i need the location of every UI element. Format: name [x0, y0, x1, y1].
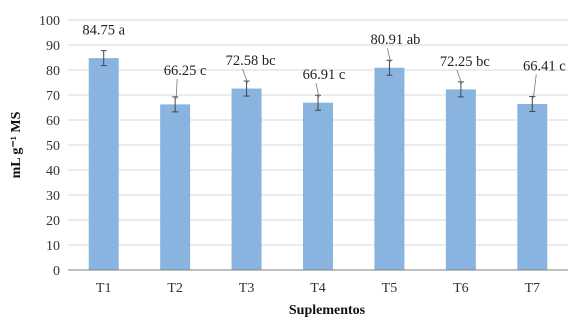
y-tick-label: 30	[46, 189, 60, 204]
data-label-T4: 66.91 c	[303, 67, 346, 83]
data-label-T7: 66.41 c	[523, 58, 566, 74]
x-tick-label: T4	[310, 281, 326, 296]
y-tick-label: 20	[46, 214, 60, 229]
y-tick-label: 40	[46, 164, 60, 179]
y-tick-label: 70	[46, 89, 60, 104]
leader-line	[175, 78, 178, 99]
bar-T5	[374, 67, 405, 270]
x-tick-label: T2	[167, 281, 183, 296]
leader-line	[456, 69, 463, 85]
y-tick-label: 90	[46, 39, 60, 54]
bar-T2	[160, 104, 191, 270]
x-axis-title: Suplementos	[289, 303, 366, 318]
data-label-T1: 84.75 a	[82, 23, 125, 39]
x-tick-label: T3	[239, 281, 255, 296]
data-label-T3: 72.58 bc	[226, 53, 276, 69]
y-tick-label: 100	[39, 14, 60, 29]
y-axis-ticks: 0 10 20 30 40 50 60 70 80 90 100	[39, 14, 60, 279]
bars	[88, 58, 548, 270]
leader-line	[387, 48, 391, 63]
y-tick-label: 10	[46, 239, 60, 254]
x-tick-label: T6	[453, 281, 469, 296]
leader-line	[242, 68, 248, 84]
x-axis-ticks: T1 T2 T3 T4 T5 T6 T7	[96, 281, 540, 296]
bar-T7	[517, 103, 548, 270]
bar-T4	[303, 102, 333, 270]
data-label-T5: 80.91 ab	[370, 32, 420, 48]
x-tick-label: T7	[525, 281, 541, 296]
leader-line	[315, 83, 320, 98]
bar-T1	[88, 58, 119, 270]
y-axis-title: mL g⁻¹ MS	[9, 111, 24, 178]
data-label-T2: 66.25 c	[164, 63, 207, 79]
y-tick-label: 60	[46, 114, 60, 129]
y-tick-label: 0	[53, 264, 60, 279]
x-tick-label: T1	[96, 281, 112, 296]
bar-T3	[231, 88, 262, 270]
bar-T6	[445, 89, 476, 270]
data-labels: 84.75 a 66.25 c 72.58 bc 66.91 c 80.91 ab 72.…	[82, 23, 566, 99]
data-label-T6: 72.25 bc	[440, 54, 490, 70]
y-tick-label: 50	[46, 139, 60, 154]
y-tick-label: 80	[46, 64, 60, 79]
x-tick-label: T5	[382, 281, 398, 296]
leader-line	[532, 74, 537, 99]
